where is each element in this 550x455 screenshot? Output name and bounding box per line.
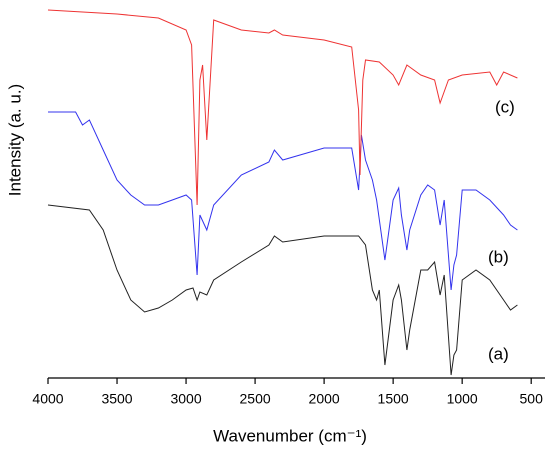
x-tick-label: 2500 bbox=[240, 391, 271, 407]
spectrum-line bbox=[48, 111, 518, 291]
y-axis-title: Intensity (a. u.) bbox=[5, 84, 24, 196]
x-axis-title: Wavenumber (cm⁻¹) bbox=[213, 426, 367, 445]
spectrum-line bbox=[47, 9, 518, 206]
spectrum-line bbox=[47, 204, 518, 376]
curve-label: (c) bbox=[495, 97, 515, 116]
curve-label: (a) bbox=[488, 344, 509, 363]
x-tick-label: 3000 bbox=[170, 391, 201, 407]
x-tick-label: 1500 bbox=[378, 391, 409, 407]
x-tick-label: 2000 bbox=[309, 391, 340, 407]
x-tick-label: 500 bbox=[520, 391, 544, 407]
x-tick-label: 3500 bbox=[101, 391, 132, 407]
curve-label: (b) bbox=[488, 247, 509, 266]
x-tick-label: 1000 bbox=[447, 391, 478, 407]
x-tick-label: 4000 bbox=[32, 391, 63, 407]
